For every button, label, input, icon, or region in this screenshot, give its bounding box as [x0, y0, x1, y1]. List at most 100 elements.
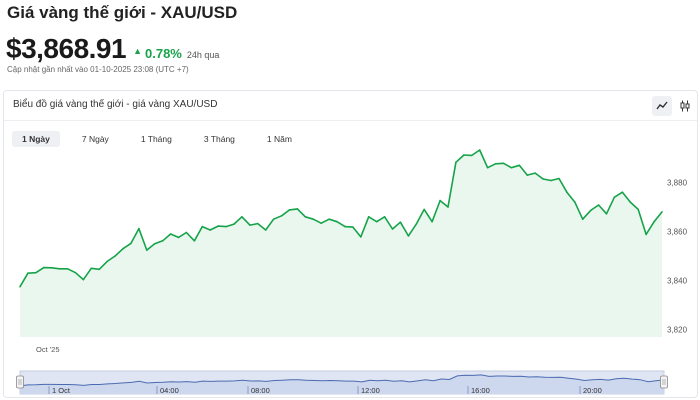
price-point	[280, 215, 283, 217]
price-point	[264, 229, 267, 231]
price-point	[35, 271, 37, 274]
navigator-handle-left[interactable]	[16, 375, 24, 389]
y-tick-label: 3,860	[667, 228, 688, 237]
candlestick-button[interactable]	[675, 96, 695, 116]
price-point	[558, 177, 560, 180]
range-tabs: 1 Ngày 7 Ngày 1 Tháng 3 Tháng 1 Năm	[12, 131, 314, 147]
price-point	[518, 164, 521, 167]
price-line	[19, 149, 663, 288]
price-point	[510, 166, 513, 169]
price-point	[399, 221, 402, 223]
y-tick-label: 3,840	[667, 277, 688, 286]
price-point	[597, 204, 600, 206]
y-tick-label: 3,880	[667, 178, 688, 187]
price-point	[241, 216, 243, 218]
price-point	[161, 240, 164, 242]
price-point	[43, 266, 45, 269]
range-tab-7-days[interactable]: 7 Ngày	[81, 134, 109, 144]
up-arrow-icon: ▲	[133, 46, 142, 56]
price-point	[225, 225, 227, 228]
price-point	[50, 267, 53, 269]
price-point	[312, 218, 315, 220]
chart-title: Biểu đồ giá vàng thế giới - giá vàng XAU…	[13, 99, 218, 110]
price-point	[653, 220, 655, 223]
price-point	[415, 223, 418, 225]
candlestick-icon	[680, 100, 690, 112]
price-point	[589, 209, 592, 212]
price-point	[328, 218, 330, 220]
price-point	[407, 235, 410, 237]
price-point	[581, 218, 584, 220]
price-point	[431, 220, 433, 223]
price-point	[201, 225, 204, 228]
x-tick-label: Oct '25	[36, 345, 60, 354]
price-point	[106, 260, 108, 263]
price-point	[613, 196, 616, 198]
price-point	[249, 224, 251, 226]
price-point	[486, 166, 489, 169]
price-point	[629, 201, 632, 203]
price-point	[130, 242, 132, 245]
price-point	[193, 240, 196, 242]
price-point	[185, 231, 188, 234]
current-price: $3,868.91	[6, 33, 127, 64]
price-point	[352, 226, 354, 228]
range-tab-1-day[interactable]: 1 Ngày	[12, 131, 60, 147]
price-point	[621, 191, 624, 193]
page-title: Giá vàng thế giới - XAU/USD	[7, 3, 238, 22]
chart-card-header: Biểu đồ giá vàng thế giới - giá vàng XAU…	[4, 91, 697, 121]
price-point	[550, 179, 552, 182]
navigator-handle-right[interactable]	[660, 375, 668, 389]
price-point	[574, 201, 576, 203]
navigator-label: 12:00	[361, 386, 380, 395]
price-point	[114, 255, 116, 257]
price-point	[391, 228, 394, 230]
price-point	[383, 216, 386, 218]
price-point	[471, 154, 473, 157]
price-point	[645, 233, 647, 236]
price-point	[526, 174, 529, 176]
price-point	[272, 218, 275, 220]
price-point	[146, 249, 148, 251]
line-chart-button[interactable]	[652, 96, 672, 116]
price-point	[122, 247, 124, 250]
navigator-label: 1 Oct	[52, 386, 71, 395]
price-point	[494, 163, 497, 165]
price-point	[542, 178, 544, 180]
price-point	[74, 271, 77, 274]
price-point	[360, 236, 362, 238]
price-point	[19, 285, 21, 288]
price-point	[367, 216, 370, 218]
range-tab-3-months[interactable]: 3 Tháng	[203, 134, 235, 144]
price-point	[566, 191, 568, 193]
price-point	[447, 206, 449, 208]
price-point	[217, 225, 219, 227]
price-point	[439, 199, 441, 202]
y-tick-label: 3,820	[667, 326, 688, 335]
price-point	[82, 278, 85, 281]
price-point	[66, 268, 69, 270]
range-tab-1-year[interactable]: 1 Năm	[266, 134, 292, 144]
price-point	[58, 268, 61, 270]
price-point	[138, 227, 140, 230]
navigator-label: 04:00	[160, 386, 179, 395]
price-point	[478, 149, 481, 151]
price-point	[320, 222, 323, 224]
price-point	[304, 216, 307, 218]
price-point	[257, 222, 259, 225]
price-point	[455, 161, 457, 164]
last-updated: Cập nhật gần nhất vào 01-10-2025 23:08 (…	[7, 65, 189, 74]
price-point	[296, 208, 299, 210]
price-point	[423, 208, 426, 211]
range-tab-1-month[interactable]: 1 Tháng	[140, 134, 172, 144]
price-point	[153, 243, 156, 245]
price-point	[661, 211, 663, 213]
price-point	[375, 220, 378, 223]
change-percent: 0.78%	[145, 46, 182, 61]
price-point	[98, 268, 101, 271]
navigator-label: 16:00	[471, 386, 490, 395]
navigator-label: 20:00	[583, 386, 602, 395]
price-point	[534, 172, 536, 174]
